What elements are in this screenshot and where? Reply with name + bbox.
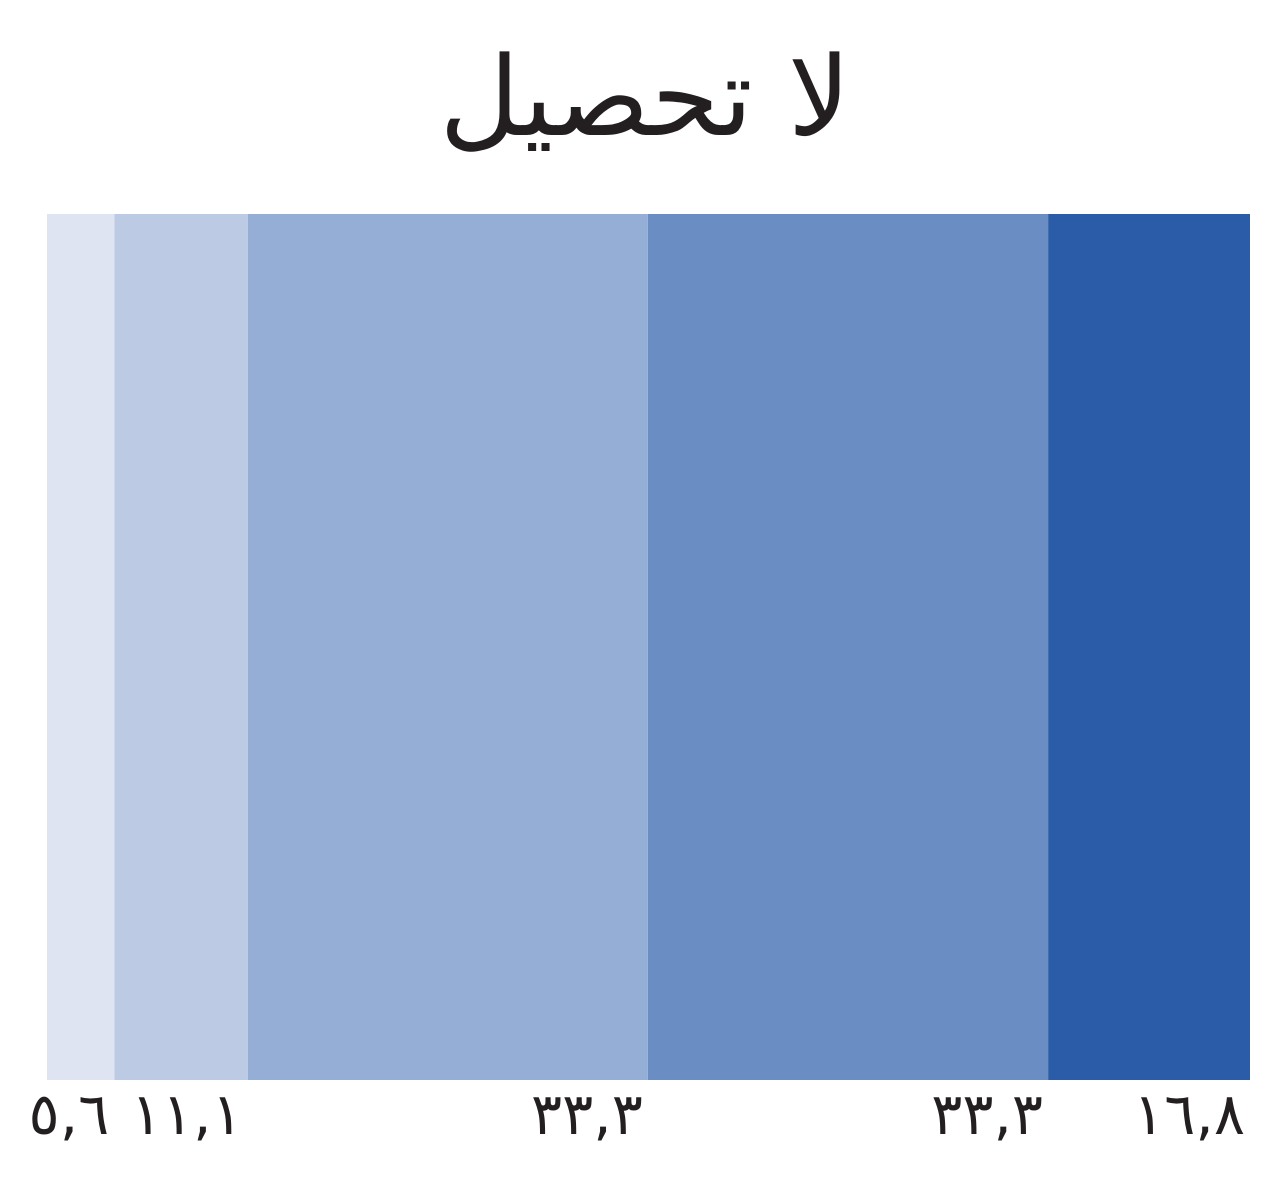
value-label: ٣٣,٣ [531,1080,643,1148]
value-label: ٥,٦ [29,1080,110,1148]
value-label: ٣٣,٣ [931,1080,1043,1148]
bar-segment [247,214,648,1080]
chart-title: لا تحصيل [439,33,850,161]
bar-segment [47,214,115,1080]
value-label: ١٦,٨ [1133,1080,1245,1148]
bar-segment [114,214,248,1080]
value-label: ١١,١ [131,1080,243,1148]
bar-segment [647,214,1049,1080]
bar-segment [1048,214,1250,1080]
